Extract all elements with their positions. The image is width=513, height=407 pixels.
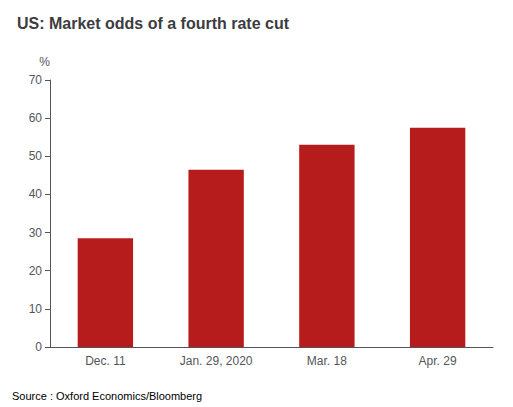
svg-text:US: Market odds of a fourth ra: US: Market odds of a fourth rate cut	[17, 15, 290, 32]
svg-text:40: 40	[29, 187, 43, 201]
svg-text:Apr. 29: Apr. 29	[419, 354, 457, 368]
svg-text:20: 20	[29, 264, 43, 278]
svg-text:30: 30	[29, 226, 43, 240]
svg-text:70: 70	[29, 73, 43, 87]
svg-text:Dec. 11: Dec. 11	[85, 354, 126, 368]
svg-text:60: 60	[29, 111, 43, 125]
svg-text:10: 10	[29, 302, 43, 316]
svg-text:0: 0	[35, 340, 42, 354]
svg-text:Mar. 18: Mar. 18	[307, 354, 347, 368]
svg-text:Jan. 29, 2020: Jan. 29, 2020	[180, 354, 253, 368]
svg-text:50: 50	[29, 149, 43, 163]
svg-text:Source : Oxford Economics/Bloo: Source : Oxford Economics/Bloomberg	[12, 390, 202, 402]
svg-text:%: %	[39, 55, 50, 69]
